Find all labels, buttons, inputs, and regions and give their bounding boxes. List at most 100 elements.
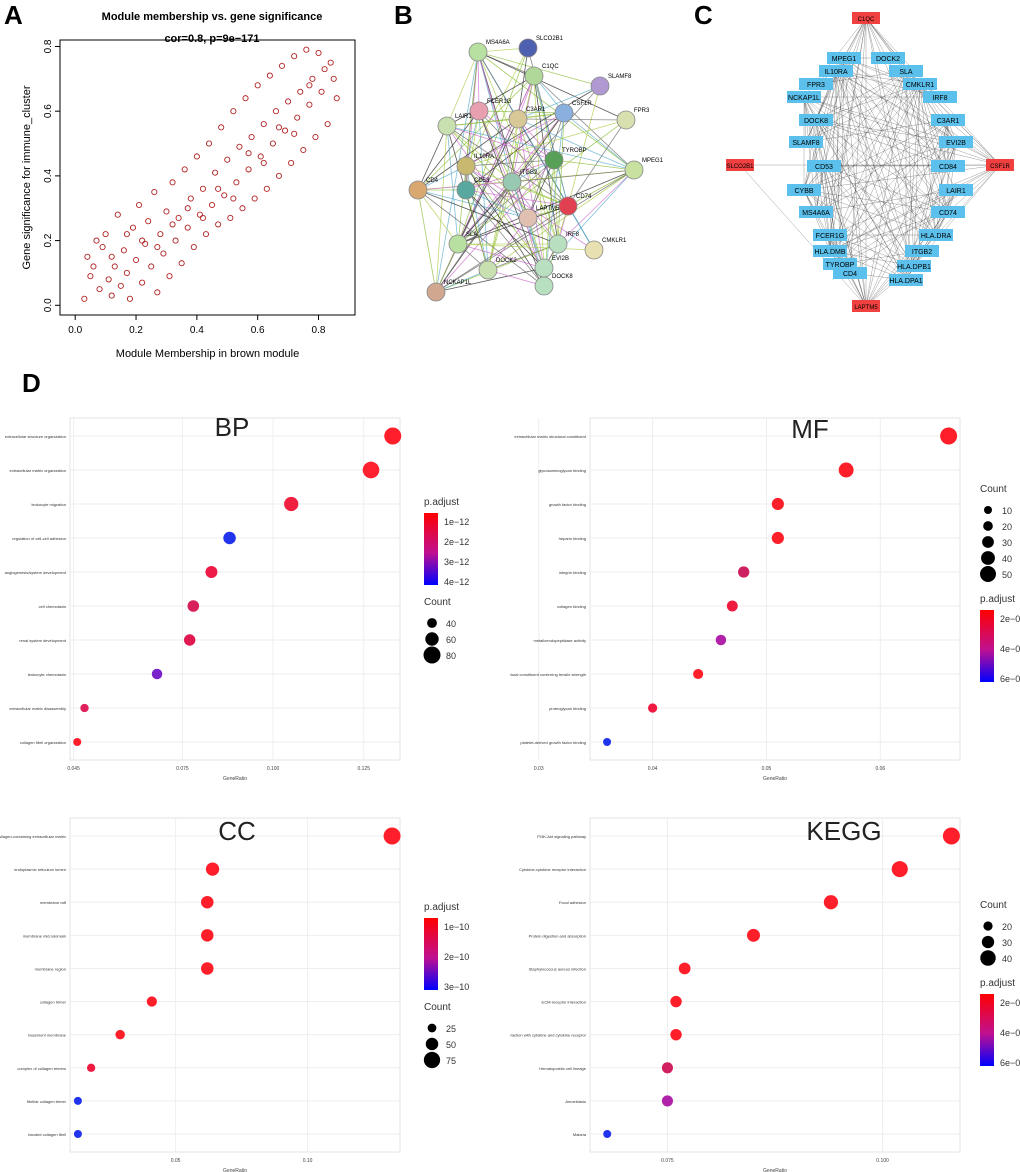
network-node-label: ITGB2: [912, 249, 932, 256]
legend-colorbar-label: 2e−12: [444, 537, 469, 547]
network-edge: [803, 189, 915, 267]
dot-point: [146, 996, 157, 1007]
term-label: extracellular matrix structural constitu…: [510, 672, 586, 677]
network-node: [871, 52, 905, 64]
term-label: cell chemotaxis: [39, 604, 66, 609]
scatter-point: [184, 224, 191, 231]
scatter-point: [318, 88, 325, 95]
scatter-point: [154, 289, 161, 296]
network-node-label: MS4A6A: [802, 210, 830, 217]
network-edge: [477, 51, 627, 121]
network-node: [889, 274, 923, 286]
legend-size-label: 60: [446, 635, 456, 645]
term-label: Cytokine-cytokine receptor interaction: [519, 867, 586, 872]
term-label: membrane raft: [40, 900, 67, 905]
network-edge: [446, 125, 635, 171]
network-edge: [823, 165, 949, 213]
dot-point: [73, 1130, 82, 1138]
legend-colorbar-label: 4e−08: [1000, 644, 1020, 654]
legend-colorbar-label: 4e−12: [444, 577, 469, 587]
term-label: collagen-containing extracellular matrix: [0, 834, 66, 839]
scatter-point: [251, 195, 258, 202]
network-node: [554, 103, 574, 123]
scatter-point: [294, 114, 301, 121]
dot-point: [201, 895, 214, 909]
network-edge: [815, 119, 957, 143]
scatter-point: [239, 205, 246, 212]
network-node-label: HLA.DMB: [814, 249, 845, 256]
term-label: Viral protein interaction with cytokine …: [510, 1033, 587, 1038]
network-node-label: IRF8: [566, 232, 580, 238]
network-edge: [805, 119, 949, 143]
subplot-title: KEGG: [806, 816, 881, 846]
dot-point: [187, 600, 200, 612]
scatter-point: [169, 221, 176, 228]
network-edge: [843, 57, 867, 307]
legend-colorbar-label: 2e−10: [444, 952, 469, 962]
scatter-point: [151, 189, 158, 196]
network-node: [468, 42, 488, 62]
network-node: [789, 136, 823, 148]
network-node: [787, 184, 821, 196]
network-edge: [557, 169, 635, 245]
scatter-point: [278, 62, 286, 69]
x-axis-label: Module Membership in brown module: [116, 348, 299, 360]
network-node: [813, 229, 847, 241]
legend-size-dot: [981, 935, 995, 949]
network-node: [448, 234, 468, 254]
network-node-label: MS4A6A: [486, 40, 510, 46]
network-edge: [457, 85, 601, 245]
dot-point: [891, 861, 908, 878]
network-node-label: LAPTM5: [536, 206, 560, 212]
network-edge: [435, 118, 519, 293]
network-node: [799, 206, 833, 218]
network-edge: [913, 83, 921, 267]
network-node-label: SLA: [899, 69, 913, 76]
network-edge: [815, 119, 937, 236]
term-label: leukocyte chemotaxis: [28, 672, 66, 677]
network-edge: [435, 205, 569, 293]
scatter-point: [248, 134, 255, 141]
dot-point: [715, 634, 727, 646]
network-edge: [947, 164, 1001, 213]
network-edge: [567, 169, 635, 207]
network-edge: [465, 159, 555, 167]
scatter-point: [187, 195, 194, 202]
dot-point: [738, 566, 750, 578]
network-node-label: CD74: [576, 194, 592, 200]
network-edge: [557, 112, 565, 245]
dot-point: [115, 1029, 125, 1040]
dot-point: [80, 703, 89, 713]
term-label: proteoglycan binding: [549, 706, 586, 711]
network-edge: [815, 119, 915, 267]
x-tick-label: 0.100: [876, 1158, 889, 1164]
legend-title: Count: [980, 484, 1007, 495]
scatter-point: [105, 276, 112, 283]
network-edge: [865, 83, 921, 307]
network-edge: [446, 112, 565, 127]
network-edge: [815, 119, 1001, 166]
scatter-point: [196, 211, 203, 218]
network-node: [624, 160, 644, 180]
scatter-point: [123, 269, 130, 276]
network-node-label: NCKAP1L: [788, 95, 820, 102]
legend-size-dot: [980, 950, 996, 966]
network-edge: [465, 189, 489, 271]
network-edge: [947, 141, 957, 213]
legend-colorbar-label: 2e−06: [1000, 998, 1020, 1008]
legend-colorbar: [980, 994, 994, 1066]
network-node: [616, 110, 636, 130]
hub-node: [852, 300, 880, 312]
term-label: ECM-receptor interaction: [542, 1000, 586, 1005]
x-tick-label: 0.075: [661, 1158, 674, 1164]
term-label: extracellular matrix disassembly: [9, 706, 66, 711]
x-tick-label: 0.10: [303, 1158, 313, 1164]
x-tick-label: 0.05: [171, 1158, 181, 1164]
network-edge: [417, 125, 448, 191]
network-node-label: CD74: [939, 210, 957, 217]
panel-c-hub-network: MPEG1 DOCK2 IL10RA SLA FPR3 CMKLR1 NCKAP1L IRF8…: [726, 12, 1014, 312]
plot-panel: [589, 417, 961, 761]
term-label: heparin binding: [559, 536, 586, 541]
network-edge: [815, 83, 921, 121]
scatter-point: [108, 253, 115, 260]
